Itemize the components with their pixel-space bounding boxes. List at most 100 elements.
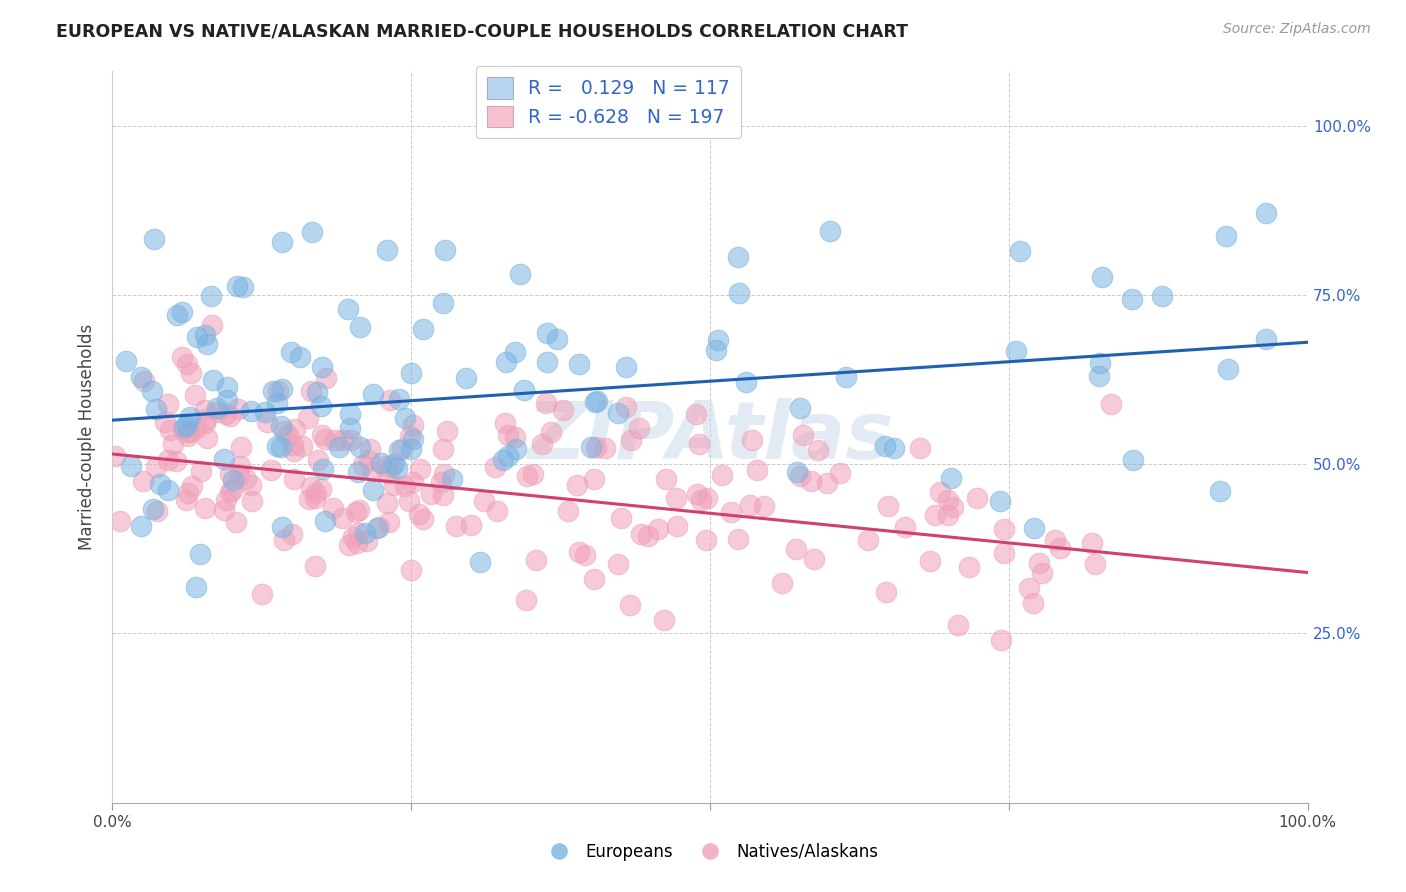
Point — [665, 491, 688, 505]
Point — [229, 440, 252, 454]
Point — [165, 454, 187, 468]
Point — [614, 400, 637, 414]
Point — [346, 466, 368, 480]
Point — [1218, 362, 1240, 376]
Point — [806, 443, 828, 458]
Point — [145, 459, 167, 474]
Point — [536, 326, 558, 341]
Point — [205, 401, 228, 415]
Point — [707, 333, 730, 347]
Point — [873, 439, 896, 453]
Point — [156, 453, 179, 467]
Legend: Europeans, Natives/Alaskans: Europeans, Natives/Alaskans — [536, 837, 884, 868]
Point — [283, 444, 305, 458]
Point — [495, 355, 517, 369]
Point — [219, 484, 242, 499]
Point — [546, 332, 568, 346]
Point — [803, 552, 825, 566]
Point — [908, 442, 931, 456]
Point — [530, 437, 553, 451]
Point — [727, 533, 749, 547]
Point — [330, 511, 353, 525]
Point — [214, 493, 236, 508]
Point — [990, 632, 1012, 647]
Point — [735, 375, 758, 389]
Point — [215, 380, 238, 394]
Point — [484, 459, 506, 474]
Point — [432, 442, 454, 456]
Point — [194, 412, 217, 426]
Point — [727, 286, 749, 301]
Point — [1152, 289, 1174, 303]
Point — [1091, 269, 1114, 284]
Point — [179, 409, 201, 424]
Point — [176, 357, 198, 371]
Point — [186, 329, 208, 343]
Point — [146, 504, 169, 518]
Point — [516, 468, 538, 483]
Point — [1088, 369, 1111, 384]
Point — [301, 225, 323, 239]
Point — [628, 420, 651, 434]
Point — [593, 442, 616, 456]
Point — [1215, 229, 1237, 244]
Point — [273, 533, 295, 547]
Point — [346, 526, 368, 541]
Point — [620, 433, 643, 447]
Point — [770, 576, 793, 591]
Point — [942, 500, 965, 514]
Point — [314, 514, 336, 528]
Point — [993, 522, 1015, 536]
Point — [988, 493, 1011, 508]
Point — [434, 243, 457, 257]
Point — [815, 476, 838, 491]
Point — [1084, 557, 1107, 571]
Point — [630, 526, 652, 541]
Point — [583, 394, 606, 409]
Point — [311, 427, 333, 442]
Point — [391, 442, 413, 457]
Point — [685, 487, 707, 501]
Point — [432, 488, 454, 502]
Point — [309, 399, 332, 413]
Point — [181, 479, 204, 493]
Point — [346, 536, 368, 550]
Point — [131, 474, 153, 488]
Point — [606, 406, 628, 420]
Point — [1122, 452, 1144, 467]
Point — [177, 425, 200, 439]
Point — [141, 384, 163, 398]
Point — [361, 464, 384, 478]
Point — [966, 491, 988, 505]
Point — [567, 477, 589, 491]
Point — [129, 518, 152, 533]
Point — [304, 491, 326, 505]
Point — [436, 424, 458, 438]
Point — [267, 384, 290, 399]
Point — [194, 327, 217, 342]
Point — [270, 382, 292, 396]
Text: Source: ZipAtlas.com: Source: ZipAtlas.com — [1223, 22, 1371, 37]
Point — [540, 425, 562, 439]
Point — [177, 428, 200, 442]
Point — [359, 442, 381, 457]
Point — [1256, 205, 1278, 219]
Point — [298, 491, 321, 506]
Point — [311, 359, 333, 374]
Point — [297, 411, 319, 425]
Point — [408, 508, 430, 522]
Point — [551, 403, 574, 417]
Point — [190, 464, 212, 478]
Point — [939, 471, 962, 485]
Point — [361, 386, 384, 401]
Point — [215, 408, 238, 422]
Point — [283, 438, 305, 452]
Point — [433, 467, 456, 482]
Point — [357, 452, 380, 467]
Point — [496, 449, 519, 463]
Point — [200, 289, 222, 303]
Point — [1049, 541, 1071, 555]
Point — [936, 493, 959, 508]
Point — [104, 449, 127, 463]
Point — [225, 515, 247, 529]
